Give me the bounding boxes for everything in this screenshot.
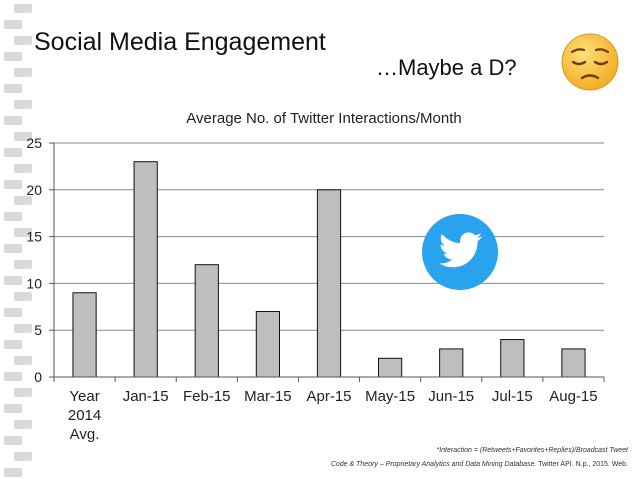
zipper-tooth (4, 372, 22, 381)
zipper-tooth (14, 68, 32, 77)
zipper-tooth (4, 84, 22, 93)
zipper-tooth (14, 164, 32, 173)
footnote-definition: *Interaction = (Retweets+Favorites+Repli… (436, 447, 629, 454)
bar-jun-15 (439, 348, 464, 378)
x-tick-label: Feb-15 (183, 388, 231, 405)
x-tick-label-line: Feb-15 (183, 388, 231, 405)
zipper-tooth (14, 132, 32, 141)
x-tick-label: Apr-15 (306, 388, 351, 405)
bar-aug-15 (561, 348, 586, 378)
zipper-tooth (14, 324, 32, 333)
zipper-tooth (4, 404, 22, 413)
zipper-tooth (4, 180, 22, 189)
zipper-tooth (4, 52, 22, 61)
zipper-tooth (4, 276, 22, 285)
y-tick-label: 20 (26, 182, 42, 198)
pensive-face-icon (561, 33, 619, 91)
zipper-tooth (14, 36, 32, 45)
x-tick-label-line: 2014 (68, 407, 101, 424)
x-tick-label-line: Avg. (70, 426, 100, 443)
zipper-tooth (4, 244, 22, 253)
x-tick-label-line: Mar-15 (244, 388, 292, 405)
footnote-source: Code & Theory – Proprietary Analytics an… (331, 461, 628, 468)
zipper-tooth (14, 452, 32, 461)
zipper-tooth (14, 4, 32, 13)
slide-subtitle: …Maybe a D? (376, 55, 517, 80)
slide-title: Social Media Engagement (34, 28, 326, 56)
x-tick-label: Jun-15 (428, 388, 474, 405)
twitter-bird-icon (422, 214, 498, 290)
bar-jul-15 (500, 339, 525, 378)
zipper-tooth (14, 388, 32, 397)
zipper-tooth (14, 356, 32, 365)
y-tick-label: 15 (26, 229, 42, 245)
zipper-tooth (14, 228, 32, 237)
footnote-source-rest: Twitter API. N.p., 2015. Web. (536, 461, 628, 468)
bar-jan-15 (133, 161, 158, 378)
zipper-tooth (4, 212, 22, 221)
x-tick-label: Jan-15 (123, 388, 169, 405)
x-tick-label-line: May-15 (365, 388, 415, 405)
bar-may-15 (378, 357, 403, 378)
zipper-tooth (14, 292, 32, 301)
x-tick-label: Aug-15 (549, 388, 597, 405)
x-tick-label: May-15 (365, 388, 415, 405)
y-tick-label: 5 (34, 322, 42, 338)
x-tick-label-line: Jul-15 (492, 388, 533, 405)
footnote-source-italic: Code & Theory – Proprietary Analytics an… (330, 461, 537, 468)
zipper-tooth (4, 308, 22, 317)
zipper-tooth (14, 260, 32, 269)
zipper-tooth (14, 196, 32, 205)
y-tick-label: 0 (34, 369, 42, 385)
bar-year-2014-avg- (72, 292, 97, 378)
zipper-tooth (14, 420, 32, 429)
bar-mar-15 (255, 310, 280, 378)
chart-title: Average No. of Twitter Interactions/Mont… (186, 110, 462, 127)
zipper-tooth (4, 116, 22, 125)
y-tick-label: 25 (26, 135, 42, 151)
x-tick-label-line: Apr-15 (306, 388, 351, 405)
x-tick-label-line: Year (69, 388, 99, 405)
x-tick-label: Year 2014 Avg. (68, 388, 101, 443)
zipper-decoration (4, 4, 32, 477)
bar-feb-15 (194, 264, 219, 378)
x-tick-label: Mar-15 (244, 388, 292, 405)
zipper-tooth (4, 468, 22, 477)
x-tick-label: Jul-15 (492, 388, 533, 405)
y-tick-label: 10 (26, 275, 42, 291)
zipper-tooth (4, 436, 22, 445)
zipper-tooth (14, 100, 32, 109)
x-tick-label-line: Jan-15 (123, 388, 169, 405)
zipper-tooth (4, 20, 22, 29)
bar-apr-15 (316, 189, 342, 378)
x-tick-label-line: Aug-15 (549, 388, 597, 405)
x-tick-label-line: Jun-15 (428, 388, 474, 405)
zipper-tooth (4, 148, 22, 157)
zipper-tooth (4, 340, 22, 349)
